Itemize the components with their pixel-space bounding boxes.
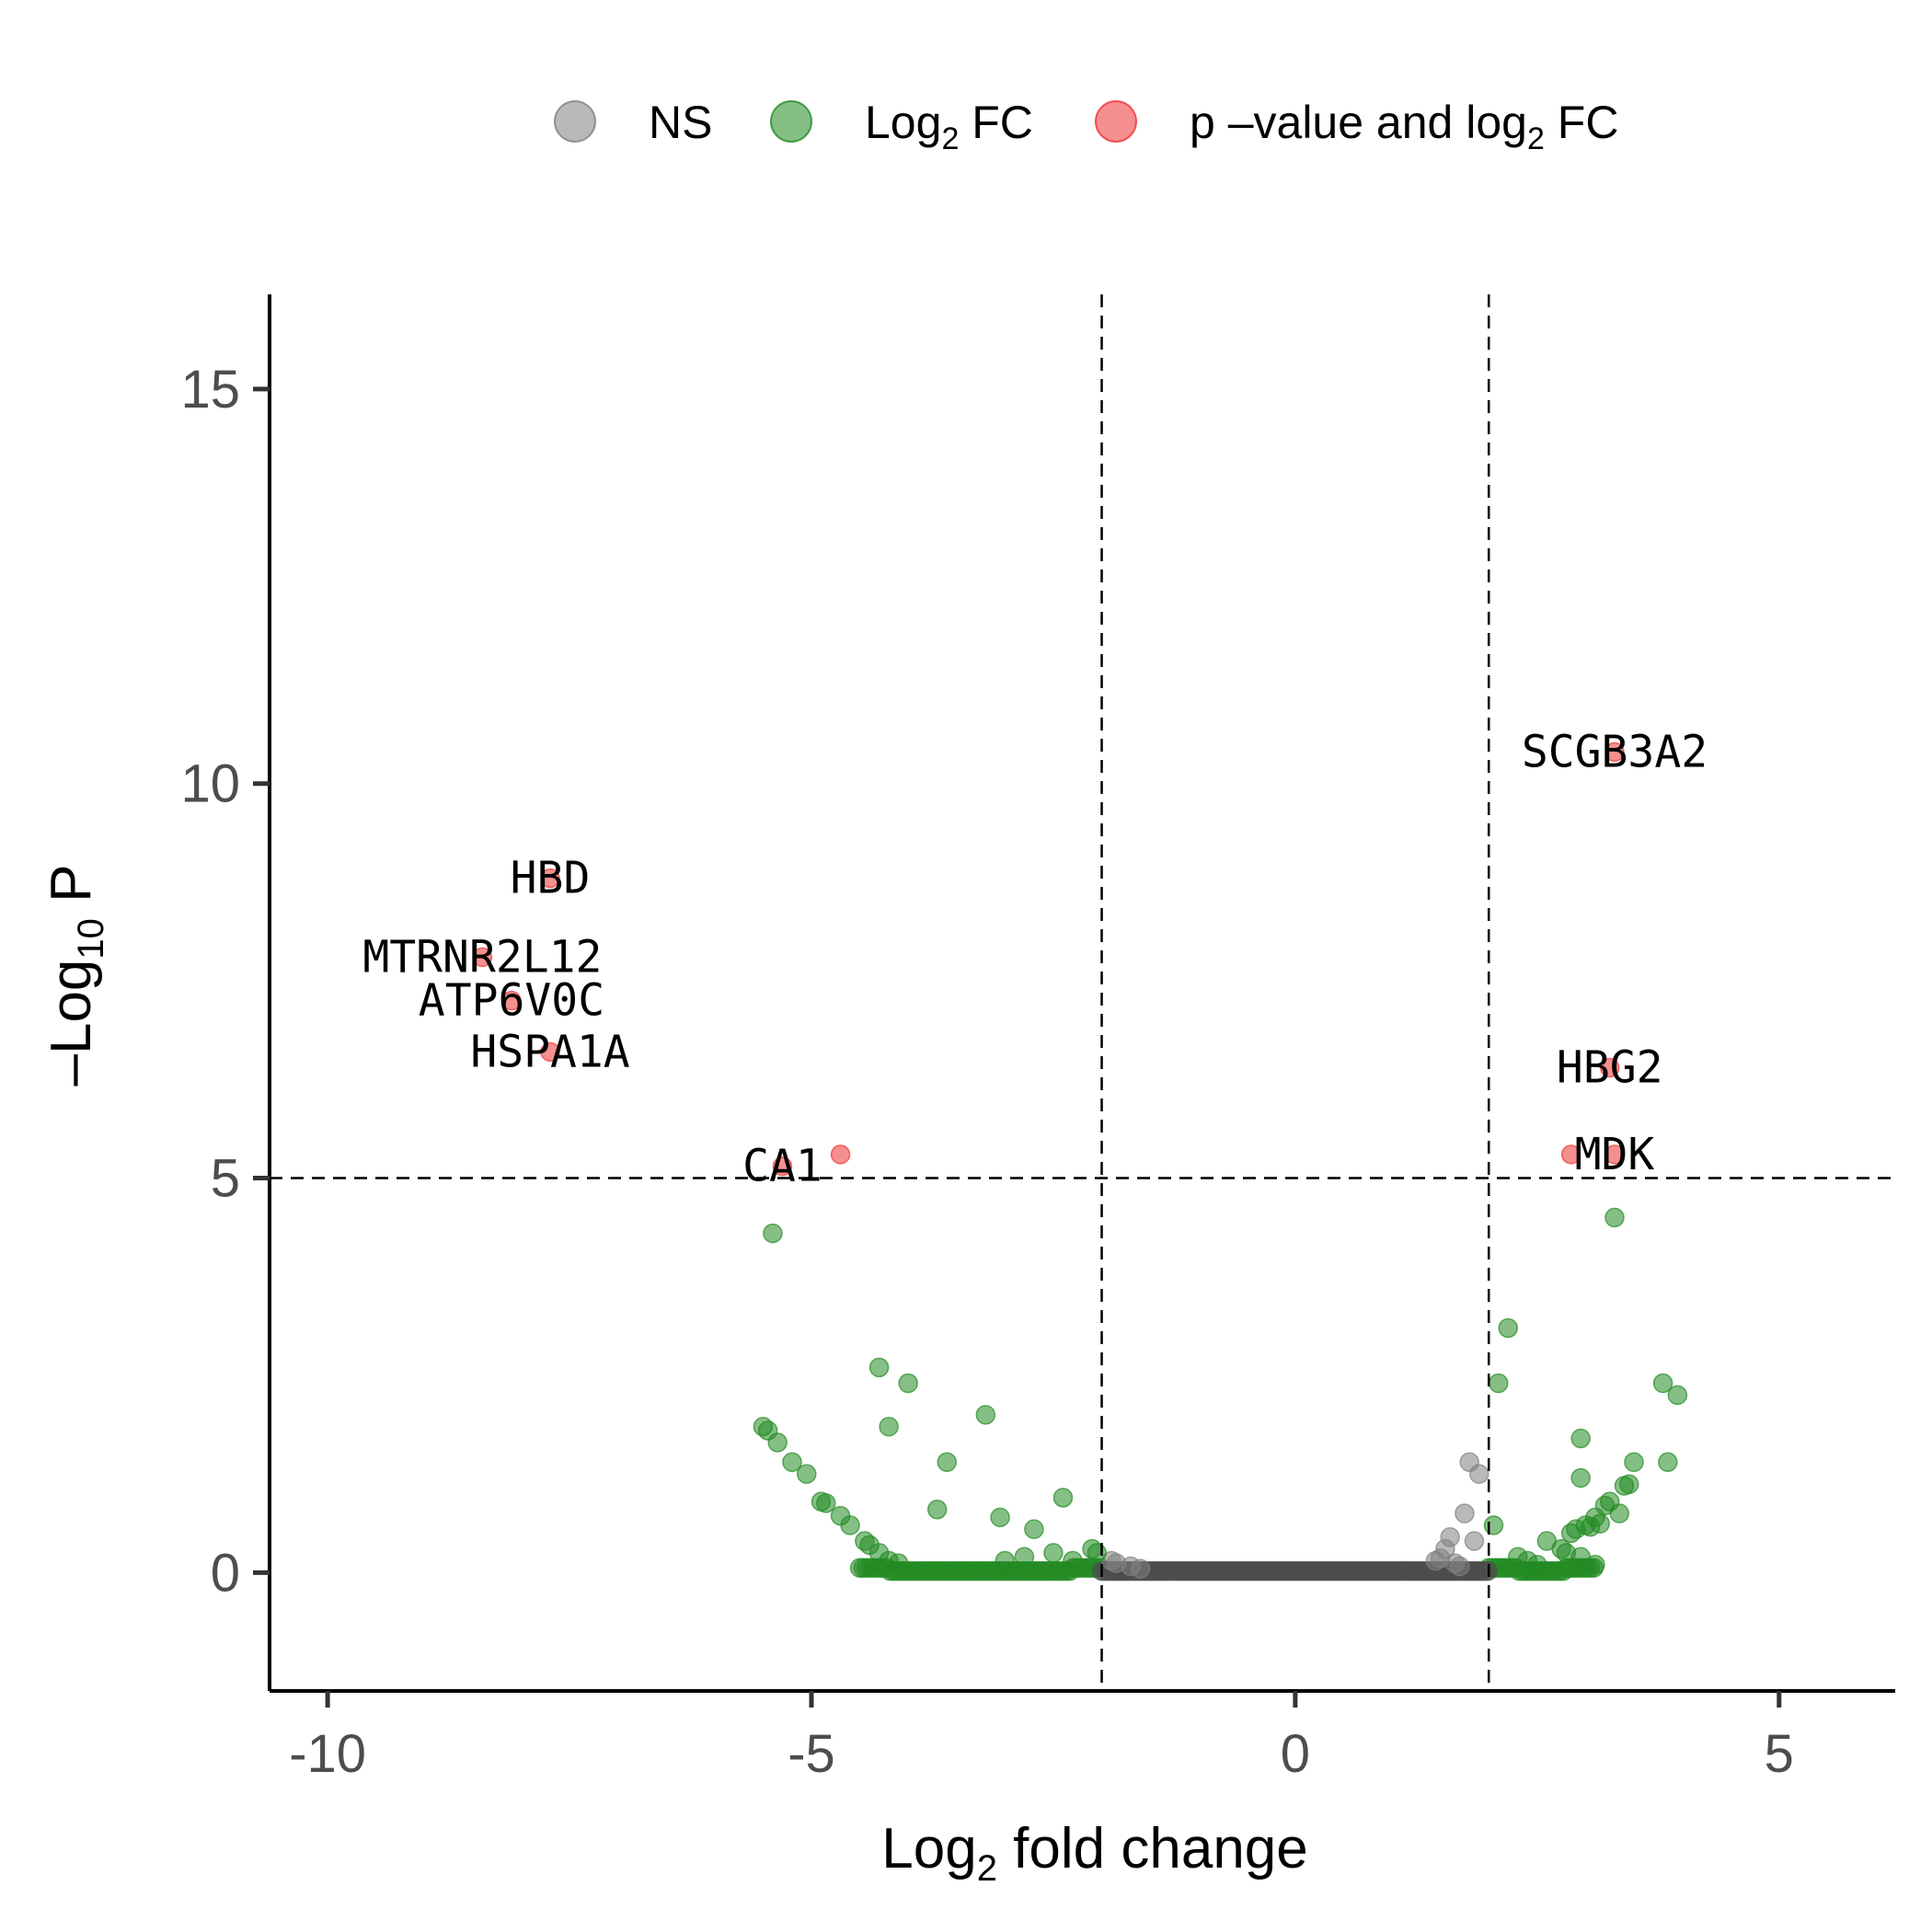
fc-point — [990, 1507, 1010, 1528]
fc-point — [1527, 1555, 1547, 1575]
y-tick-label: 15 — [180, 360, 240, 420]
fc-point — [888, 1553, 909, 1573]
ns-point — [1449, 1556, 1470, 1577]
pfc-point — [830, 1144, 851, 1165]
legend-label-base: NS — [649, 97, 712, 148]
fc-point — [1658, 1452, 1678, 1473]
fc-point — [1619, 1474, 1639, 1495]
y-tick-label: 10 — [180, 754, 240, 814]
fc-point — [1560, 1523, 1581, 1544]
fc-point — [1609, 1503, 1629, 1524]
fc-point — [763, 1223, 783, 1244]
legend-key-fc — [770, 100, 812, 143]
y-tick-label: 5 — [211, 1149, 240, 1209]
y-tick-label: 0 — [211, 1543, 240, 1603]
y-axis-title-rest: P — [40, 864, 103, 918]
pfc-point — [472, 947, 493, 968]
axes: -10 -5 0 5 0 5 10 15 — [180, 294, 1895, 1784]
fc-point — [1667, 1385, 1688, 1406]
fc-point — [1043, 1543, 1064, 1563]
fc-point — [1624, 1452, 1644, 1473]
x-tick-label: -10 — [289, 1724, 366, 1784]
fc-point — [1063, 1550, 1083, 1571]
fc-point — [1585, 1555, 1605, 1575]
fc-point — [1570, 1467, 1591, 1489]
pfc-point — [501, 990, 522, 1011]
gene-label: MDK — [1575, 1129, 1655, 1180]
legend-label-fc: Log2 FC — [865, 97, 1033, 156]
fc-point — [1590, 1513, 1610, 1534]
pfc-point — [1604, 742, 1625, 763]
fc-point — [1024, 1519, 1044, 1539]
fc-point — [1652, 1373, 1673, 1394]
legend-label-ns: NS — [649, 97, 712, 148]
gene-label: HBG2 — [1557, 1041, 1663, 1093]
legend-label-base: Log — [865, 97, 941, 148]
legend-label-subscript: 2 — [941, 121, 959, 156]
fc-point — [1498, 1317, 1519, 1339]
legend-label-subscript: 2 — [1527, 121, 1545, 156]
fc-point — [868, 1357, 890, 1378]
gene-label: SCGB3A2 — [1522, 726, 1708, 777]
fc-point — [1483, 1515, 1504, 1535]
fc-point — [1087, 1543, 1108, 1563]
x-tick-label: 5 — [1765, 1724, 1794, 1784]
legend: NS Log2 FC p –value and log2 FC — [554, 97, 1618, 156]
y-axis-title-subscript: 10 — [71, 918, 111, 960]
gene-label: HBD — [511, 853, 591, 904]
pfc-point — [1604, 1144, 1625, 1165]
pfc-point — [540, 868, 560, 889]
pfc-point — [772, 1156, 793, 1177]
gene-label: ATP6V0C — [419, 975, 604, 1027]
x-axis-title-subscript: 2 — [977, 1848, 997, 1889]
ns-point — [1468, 1464, 1489, 1484]
x-tick-label: 0 — [1281, 1724, 1310, 1784]
ns-point — [1464, 1531, 1485, 1551]
fc-point — [926, 1499, 948, 1520]
legend-label-rest: FC — [1545, 97, 1619, 148]
legend-label-rest: FC — [959, 97, 1033, 148]
pfc-point — [1599, 1057, 1620, 1078]
y-axis-title: –Log10 P — [40, 864, 111, 1086]
fc-point — [1052, 1488, 1074, 1508]
x-axis-title: Log2 fold change — [881, 1817, 1308, 1889]
fc-point — [816, 1493, 836, 1513]
gene-label: MTRNR2L12 — [362, 931, 602, 983]
fc-point — [1489, 1373, 1509, 1394]
gene-label: CA1 — [742, 1141, 822, 1192]
pfc-point — [1560, 1144, 1581, 1165]
fc-point — [995, 1550, 1016, 1571]
fc-point — [796, 1464, 817, 1484]
fc-point — [937, 1452, 957, 1473]
ns-point — [1130, 1558, 1151, 1579]
gene-label: HSPA1A — [470, 1026, 629, 1077]
fc-point — [767, 1432, 788, 1453]
data-points — [472, 742, 1688, 1581]
fc-point — [898, 1373, 918, 1394]
legend-label-base: p –value and log — [1190, 97, 1527, 148]
x-axis-title-rest: fold change — [997, 1817, 1308, 1880]
fc-point — [840, 1515, 860, 1535]
pfc-point — [540, 1041, 560, 1063]
y-axis-title-base: –Log — [40, 960, 103, 1087]
threshold-lines — [270, 294, 1895, 1691]
x-axis-title-base: Log — [881, 1817, 976, 1880]
legend-key-pfc — [1095, 100, 1137, 143]
fc-point — [975, 1405, 996, 1425]
fc-point — [1014, 1547, 1035, 1567]
legend-label-pfc: p –value and log2 FC — [1190, 97, 1618, 156]
legend-key-ns — [554, 100, 596, 143]
fc-point — [782, 1452, 802, 1473]
x-tick-label: -5 — [788, 1724, 835, 1784]
fc-point — [879, 1416, 899, 1437]
fc-point — [1604, 1207, 1625, 1228]
fc-point — [1570, 1428, 1591, 1449]
ns-point — [1455, 1503, 1475, 1524]
